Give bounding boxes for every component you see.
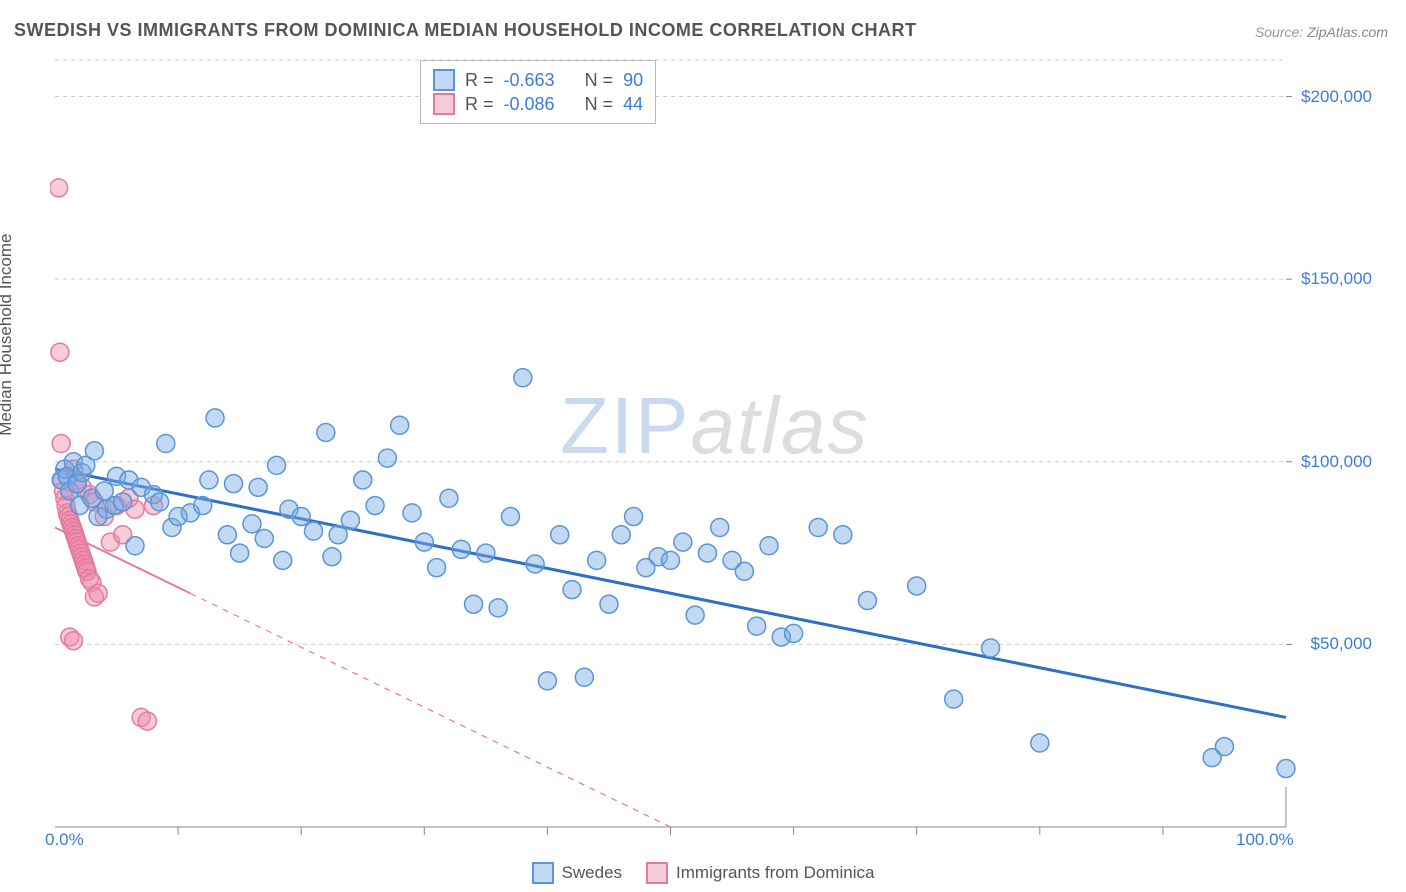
stats-row-dominica: R = -0.086 N = 44	[433, 93, 643, 115]
swatch-swedes	[433, 69, 455, 91]
legend-item-dominica: Immigrants from Dominica	[646, 862, 874, 884]
swatch-dominica	[646, 862, 668, 884]
n-label: N =	[585, 94, 614, 115]
y-tick-label: $100,000	[1301, 452, 1372, 472]
source-name: ZipAtlas.com	[1307, 24, 1388, 40]
x-tick-label: 100.0%	[1236, 830, 1294, 850]
y-tick-label: $150,000	[1301, 269, 1372, 289]
y-axis-label: Median Household Income	[0, 234, 16, 436]
swedes-r-value: -0.663	[504, 70, 555, 91]
dominica-n-value: 44	[623, 94, 643, 115]
x-tick-label: 0.0%	[45, 830, 84, 850]
legend-label-swedes: Swedes	[562, 863, 622, 883]
r-label: R =	[465, 94, 494, 115]
n-label: N =	[585, 70, 614, 91]
bottom-legend: Swedes Immigrants from Dominica	[0, 862, 1406, 884]
stats-row-swedes: R = -0.663 N = 90	[433, 69, 643, 91]
swatch-dominica	[433, 93, 455, 115]
y-tick-label: $50,000	[1311, 634, 1372, 654]
y-tick-label: $200,000	[1301, 87, 1372, 107]
stats-legend-box: R = -0.663 N = 90 R = -0.086 N = 44	[420, 60, 656, 124]
chart-title: SWEDISH VS IMMIGRANTS FROM DOMINICA MEDI…	[14, 20, 916, 41]
legend-label-dominica: Immigrants from Dominica	[676, 863, 874, 883]
dominica-r-value: -0.086	[504, 94, 555, 115]
scatter-plot	[50, 55, 1376, 852]
swedes-n-value: 90	[623, 70, 643, 91]
swatch-swedes	[532, 862, 554, 884]
r-label: R =	[465, 70, 494, 91]
legend-item-swedes: Swedes	[532, 862, 622, 884]
source-attribution: Source: ZipAtlas.com	[1255, 24, 1388, 40]
source-label: Source:	[1255, 24, 1303, 40]
